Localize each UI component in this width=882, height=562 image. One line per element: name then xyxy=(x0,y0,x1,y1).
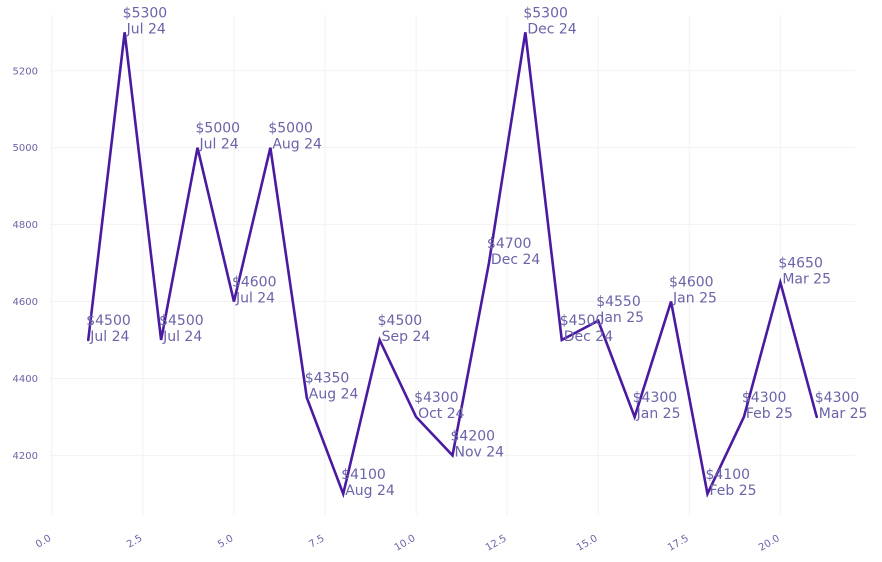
data-label-month: Aug 24 xyxy=(272,137,322,153)
data-label-month: Dec 24 xyxy=(527,21,576,37)
data-label-price: $5300 xyxy=(523,5,568,21)
data-label-month: Dec 24 xyxy=(564,329,613,345)
data-label-price: $4100 xyxy=(705,467,750,483)
data-label-price: $4500 xyxy=(86,313,131,329)
data-label-price: $4100 xyxy=(341,467,386,483)
x-tick-label: 12.5 xyxy=(484,533,509,554)
x-tick-label: 15.0 xyxy=(575,533,600,554)
data-label-month: Jul 24 xyxy=(162,329,202,345)
y-tick-label: 4200 xyxy=(13,451,38,462)
data-label-price: $4600 xyxy=(232,275,277,291)
data-label-month: Jan 25 xyxy=(599,310,644,326)
data-label-price: $4300 xyxy=(815,390,860,406)
data-label-price: $4300 xyxy=(742,390,787,406)
data-label-price: $5300 xyxy=(123,5,168,21)
data-label-price: $4500 xyxy=(159,313,204,329)
data-label-month: Dec 24 xyxy=(491,252,540,268)
data-label-month: Jul 24 xyxy=(126,21,166,37)
data-label-month: Sep 24 xyxy=(382,329,431,345)
data-label-month: Jan 25 xyxy=(672,291,717,307)
data-label-month: Aug 24 xyxy=(345,483,395,499)
x-gridlines xyxy=(51,15,781,515)
data-label-price: $4500 xyxy=(378,313,423,329)
data-label-month: Jul 24 xyxy=(89,329,129,345)
y-axis-ticks: 4200 4400 4600 4800 5000 5200 xyxy=(13,66,38,462)
y-gridlines xyxy=(50,70,855,456)
x-tick-label: 17.5 xyxy=(666,533,691,554)
data-label-price: $4600 xyxy=(669,275,714,291)
data-label-price: $4300 xyxy=(633,390,678,406)
data-label-price: $5000 xyxy=(268,121,313,137)
data-label-month: Aug 24 xyxy=(309,387,359,403)
x-axis-ticks: 0.0 2.5 5.0 7.5 10.0 12.5 15.0 17.5 20.0 xyxy=(34,533,782,554)
y-tick-label: 5200 xyxy=(13,66,38,77)
y-tick-label: 4800 xyxy=(13,220,38,231)
data-label-price: $5000 xyxy=(196,121,241,137)
x-tick-label: 20.0 xyxy=(757,533,782,554)
data-label-price: $4350 xyxy=(305,371,350,387)
series-lines xyxy=(86,32,819,499)
y-tick-label: 4600 xyxy=(13,297,38,308)
data-label-price: $4500 xyxy=(560,313,605,329)
x-tick-label: 7.5 xyxy=(307,533,326,550)
data-label-price: $4300 xyxy=(414,390,459,406)
series-line xyxy=(86,32,819,499)
x-tick-label: 10.0 xyxy=(393,533,418,554)
data-label-month: Mar 25 xyxy=(782,271,831,287)
data-label-month: Nov 24 xyxy=(455,444,505,460)
x-tick-label: 2.5 xyxy=(125,533,144,550)
data-label-price: $4700 xyxy=(487,236,532,252)
data-label-price: $4650 xyxy=(778,255,823,271)
data-label-price: $4550 xyxy=(596,294,641,310)
data-label-month: Jan 25 xyxy=(636,406,681,422)
x-tick-label: 0.0 xyxy=(34,533,53,550)
data-label-month: Oct 24 xyxy=(418,406,465,422)
data-label-price: $4200 xyxy=(451,428,496,444)
data-label-month: Mar 25 xyxy=(819,406,868,422)
x-tick-label: 5.0 xyxy=(216,533,235,550)
data-label-month: Feb 25 xyxy=(709,483,756,499)
data-label-month: Feb 25 xyxy=(746,406,793,422)
y-tick-label: 5000 xyxy=(13,143,38,154)
data-label-month: Jul 24 xyxy=(235,291,275,307)
y-tick-label: 4400 xyxy=(13,374,38,385)
data-label-month: Jul 24 xyxy=(199,137,239,153)
